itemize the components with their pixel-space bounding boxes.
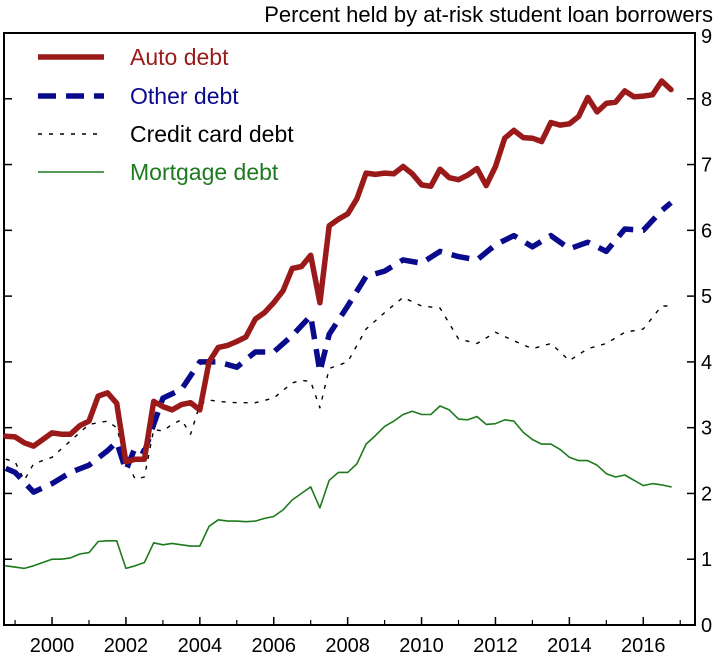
legend-label: Mortgage debt bbox=[130, 159, 279, 185]
y-tick-label: 0 bbox=[701, 615, 712, 637]
x-tick-label: 2010 bbox=[399, 635, 444, 657]
x-axis: 2000 2002 2004 2006 2008 2010 2012 2014 2016 bbox=[14, 617, 681, 657]
x-tick-label: 2002 bbox=[104, 635, 149, 657]
y-tick-label: 1 bbox=[701, 549, 712, 571]
legend: Auto debt Other debt Credit card debt Mortg… bbox=[38, 44, 294, 185]
series-layer bbox=[3, 78, 674, 570]
series-line-credit-card-debt bbox=[5, 296, 671, 481]
legend-label: Other debt bbox=[130, 83, 239, 109]
x-tick-label: 2006 bbox=[251, 635, 296, 657]
x-tick-label: 2000 bbox=[30, 635, 75, 657]
y-tick-label: 7 bbox=[701, 155, 712, 177]
x-tick-label: 2014 bbox=[547, 635, 592, 657]
y-tick-label: 9 bbox=[701, 26, 712, 48]
x-tick-label: 2008 bbox=[325, 635, 370, 657]
series-line-mortgage-debt bbox=[5, 405, 672, 570]
y-tick-label: 3 bbox=[701, 418, 712, 440]
x-tick-label: 2012 bbox=[473, 635, 518, 657]
y-tick-label: 5 bbox=[701, 286, 712, 308]
plot-frame bbox=[3, 32, 696, 626]
y-tick-label: 6 bbox=[701, 220, 712, 242]
x-tick-label: 2004 bbox=[178, 635, 223, 657]
series-line-auto-debt bbox=[3, 78, 674, 465]
y-tick-label: 8 bbox=[701, 89, 712, 111]
legend-label: Credit card debt bbox=[130, 121, 294, 147]
y-tick-label: 4 bbox=[701, 352, 712, 374]
y-axis-title: Percent held by at-risk student loan bor… bbox=[264, 2, 713, 27]
y-axis: 0 1 2 3 4 5 6 7 8 9 bbox=[4, 26, 712, 637]
x-tick-label: 2016 bbox=[621, 635, 666, 657]
y-tick-label: 2 bbox=[701, 483, 712, 505]
legend-label: Auto debt bbox=[130, 44, 229, 70]
series-line-other-debt bbox=[4, 200, 673, 495]
